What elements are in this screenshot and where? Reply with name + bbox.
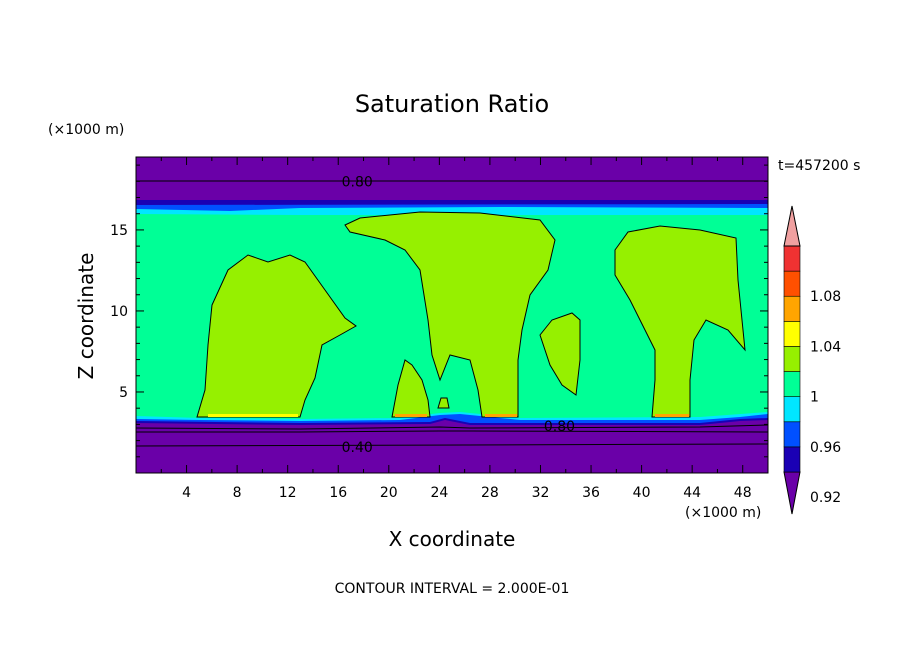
x-tick-label: 8 bbox=[233, 485, 242, 501]
y-axis: 5 10 15 bbox=[110, 164, 768, 458]
contour-line bbox=[136, 424, 768, 430]
plume-5 bbox=[614, 225, 746, 418]
x-tick-label: 40 bbox=[633, 485, 651, 501]
x-tick-label: 48 bbox=[734, 485, 752, 501]
upper-layer-purple bbox=[136, 157, 768, 202]
colorbar-swatch bbox=[783, 396, 801, 423]
plume-1 bbox=[196, 254, 357, 418]
x-tick-label: 44 bbox=[683, 485, 701, 501]
colorbar-swatch bbox=[783, 295, 801, 322]
plume-base-1 bbox=[208, 414, 298, 417]
colorbar-label: 1 bbox=[810, 390, 819, 406]
colorbar-bottom-arrow bbox=[783, 471, 801, 515]
lower-layer-purple bbox=[136, 420, 768, 473]
y-tick-label: 5 bbox=[119, 385, 128, 401]
colorbar-swatch bbox=[783, 270, 801, 297]
contour-line bbox=[136, 430, 768, 433]
x-unit-label: (×1000 m) bbox=[685, 505, 761, 521]
plot-area: 0.80 0.80 0.40 bbox=[135, 156, 769, 474]
time-label: t=457200 s bbox=[778, 158, 860, 174]
colorbar-swatch bbox=[783, 371, 801, 397]
colorbar-top-arrow bbox=[783, 205, 801, 247]
plume-3 bbox=[344, 211, 556, 418]
y-tick-label: 15 bbox=[110, 223, 128, 239]
y-tick-label: 10 bbox=[110, 304, 128, 320]
chart-title: Saturation Ratio bbox=[355, 90, 549, 118]
plume-base-2 bbox=[395, 414, 427, 417]
plume-base-3 bbox=[485, 414, 517, 417]
x-tick-label: 24 bbox=[430, 485, 448, 501]
colorbar-swatch bbox=[783, 446, 801, 473]
x-tick-label: 28 bbox=[481, 485, 499, 501]
y-axis-label: Z coordinate bbox=[74, 253, 98, 380]
colorbar-swatch bbox=[783, 321, 801, 347]
y-unit-label: (×1000 m) bbox=[48, 122, 124, 138]
colorbar-swatch bbox=[783, 346, 801, 372]
x-axis: 4 8 12 16 20 24 28 32 36 40 44 48 bbox=[160, 157, 752, 501]
x-tick-label: 12 bbox=[279, 485, 297, 501]
x-axis-label: X coordinate bbox=[389, 527, 516, 551]
colorbar-label: 1.08 bbox=[810, 289, 841, 305]
x-tick-label: 36 bbox=[582, 485, 600, 501]
plume-4 bbox=[539, 312, 581, 396]
contour-line bbox=[136, 443, 768, 447]
plot-frame bbox=[135, 156, 769, 474]
x-tick-label: 16 bbox=[329, 485, 347, 501]
contour-label: 0.80 bbox=[544, 419, 575, 435]
x-tick-label: 4 bbox=[182, 485, 191, 501]
colorbar-swatch bbox=[783, 421, 801, 448]
plume-2 bbox=[391, 359, 431, 418]
colorbar-label: 0.96 bbox=[810, 440, 841, 456]
colorbar: 1.08 1.04 1 0.96 0.92 bbox=[783, 205, 841, 515]
colorbar-swatch bbox=[783, 245, 801, 272]
contour-interval-footer: CONTOUR INTERVAL = 2.000E-01 bbox=[335, 581, 570, 597]
x-tick-label: 20 bbox=[380, 485, 398, 501]
colorbar-label: 0.92 bbox=[810, 490, 841, 506]
plume-base-4 bbox=[655, 414, 689, 417]
small-plume bbox=[437, 397, 450, 409]
contour-label: 0.40 bbox=[342, 440, 373, 456]
x-tick-label: 32 bbox=[532, 485, 550, 501]
contour-label: 0.80 bbox=[342, 174, 373, 190]
upper-layer-cyan bbox=[136, 207, 768, 215]
colorbar-label: 1.04 bbox=[810, 339, 841, 355]
